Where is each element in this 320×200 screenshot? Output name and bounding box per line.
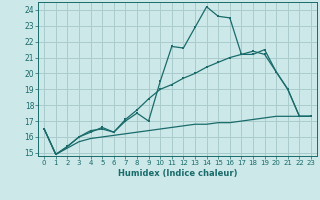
X-axis label: Humidex (Indice chaleur): Humidex (Indice chaleur) (118, 169, 237, 178)
